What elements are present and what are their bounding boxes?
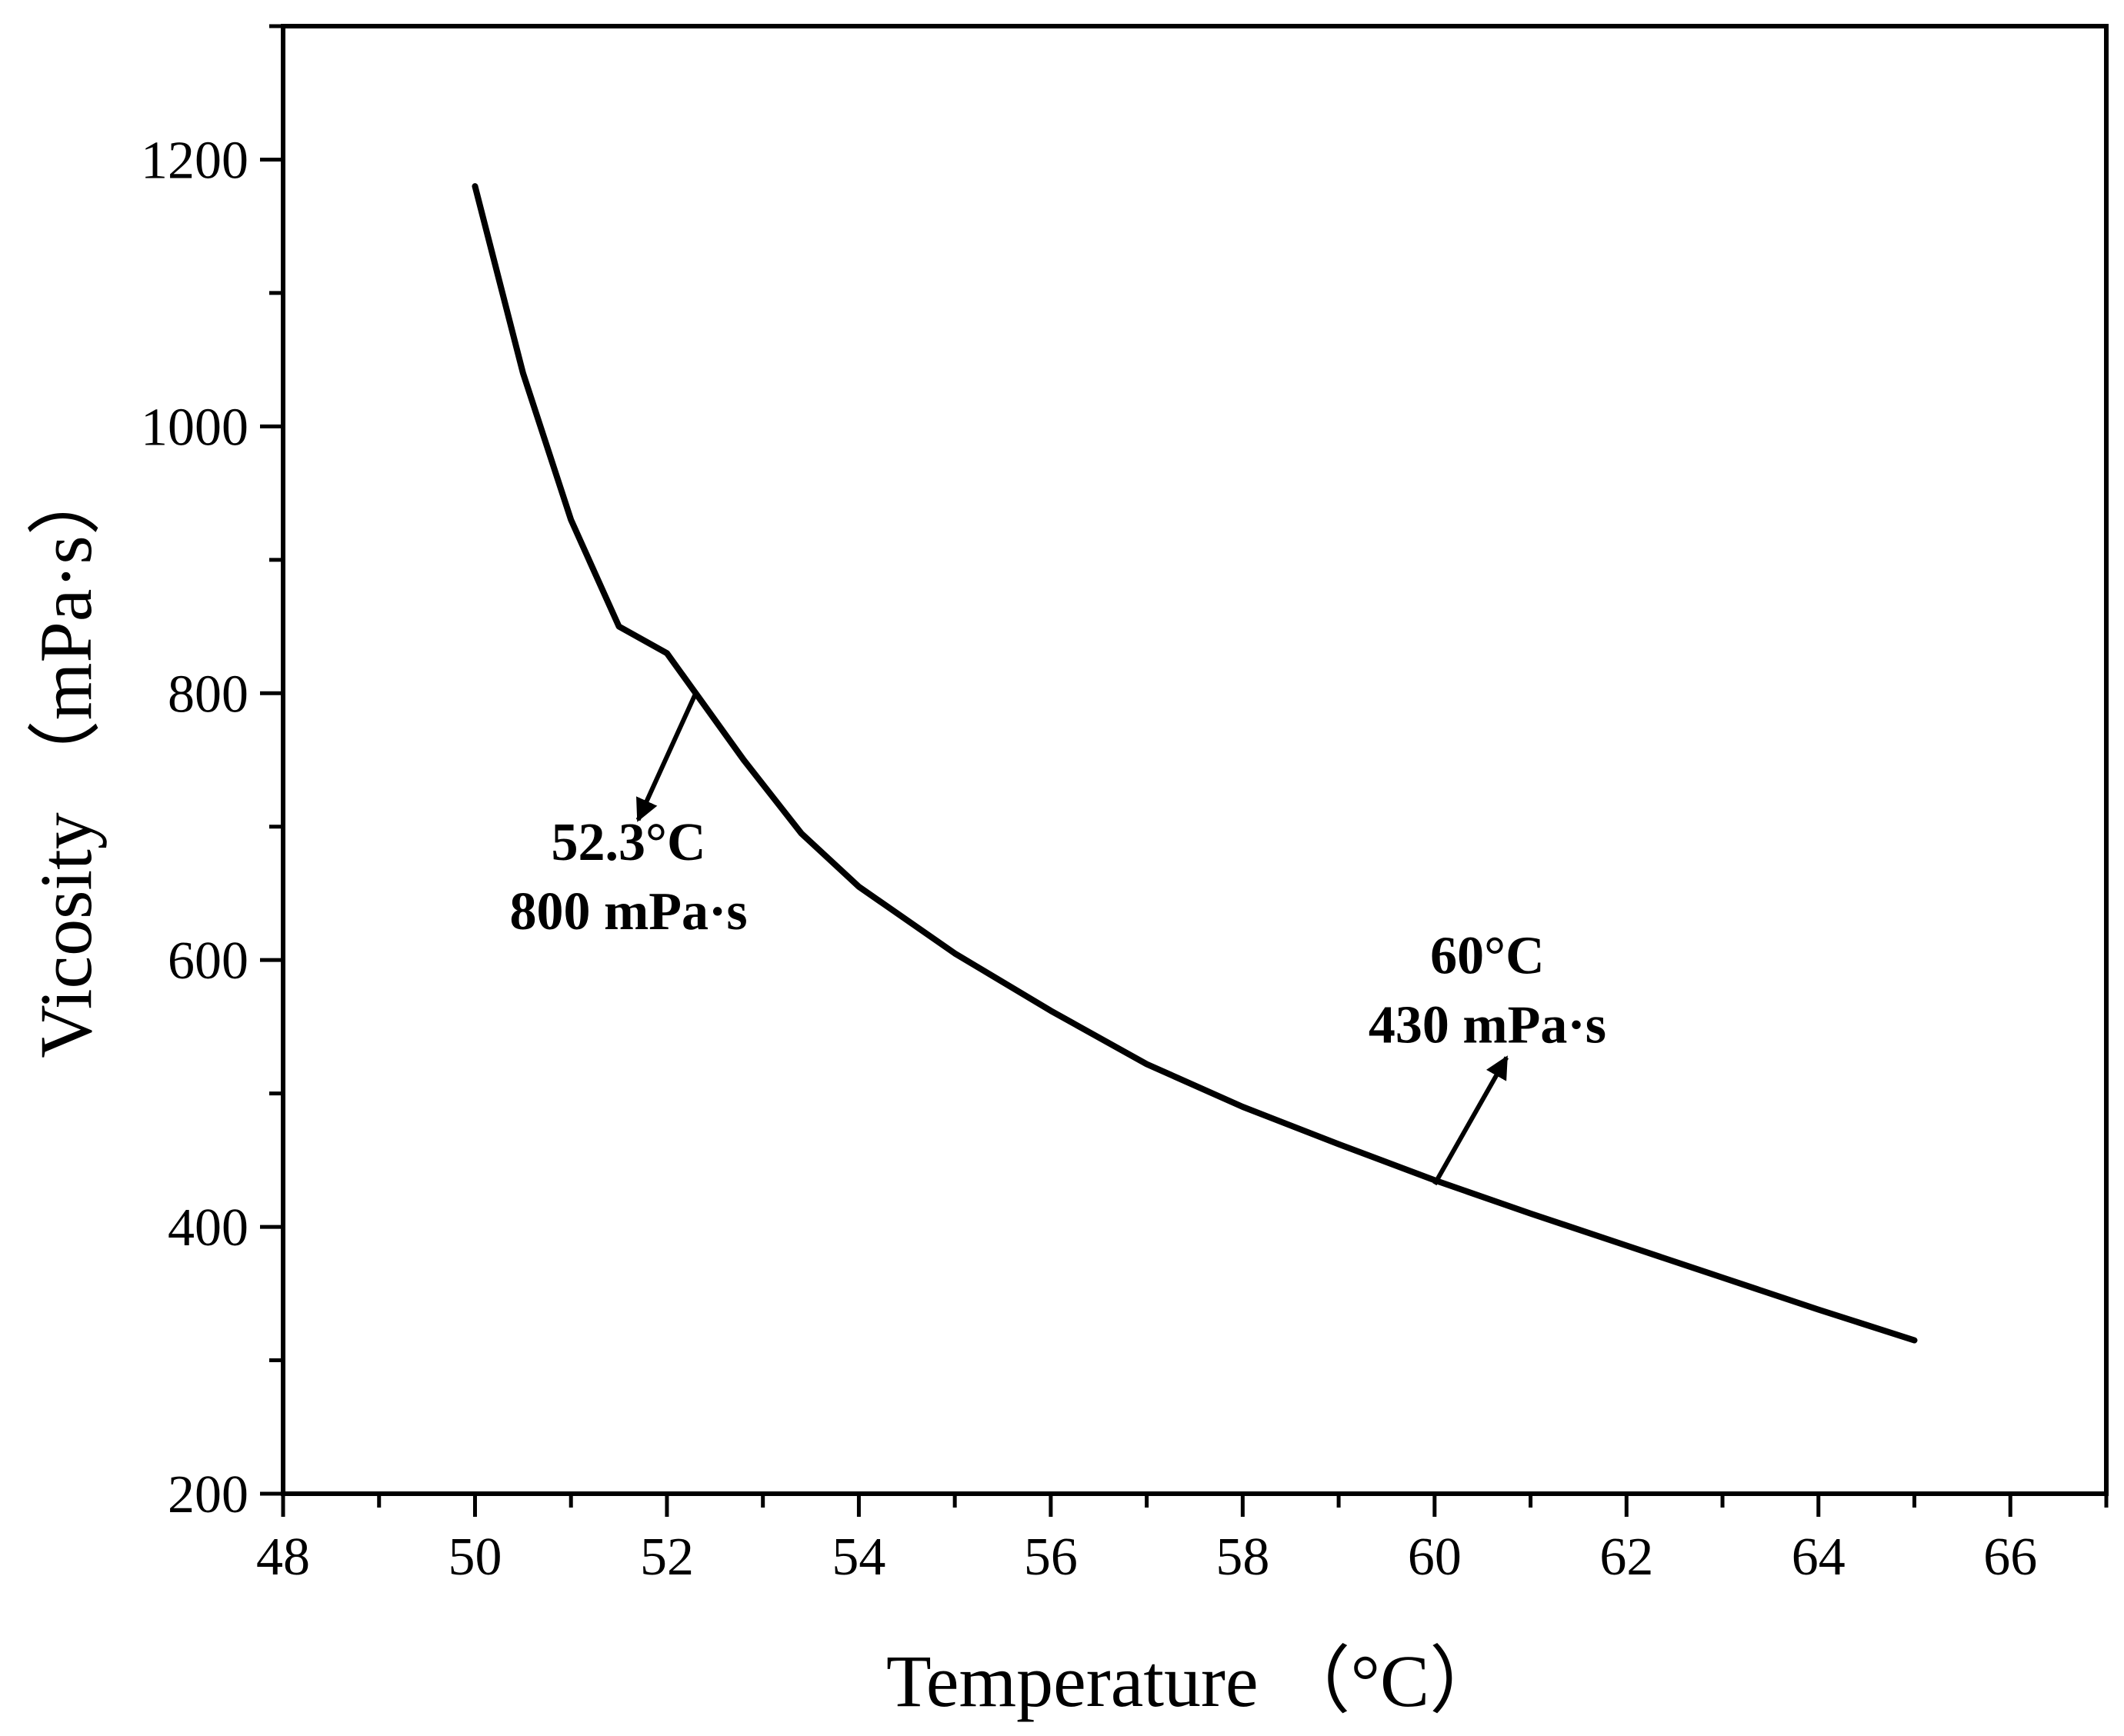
x-tick-label: 62 [1599, 1528, 1653, 1587]
x-tick-label: 50 [448, 1528, 502, 1587]
annotation-label: 60°C [1430, 927, 1545, 986]
x-tick-label: 56 [1024, 1528, 1078, 1587]
x-tick-label: 48 [256, 1528, 310, 1587]
x-axis: 48 50 52 54 56 58 60 62 64 66 [256, 1494, 2109, 1587]
x-tick-label: 60 [1408, 1528, 1462, 1587]
y-tick-label: 600 [168, 931, 248, 991]
annotation-label: 430 mPa·s [1369, 996, 1606, 1055]
y-axis-title: Vicosity （mPa·s） [25, 461, 107, 1058]
plot-frame [281, 24, 2109, 1496]
x-tick-label: 54 [832, 1528, 885, 1587]
x-tick-label: 52 [640, 1528, 694, 1587]
y-tick-label: 400 [168, 1198, 248, 1258]
x-tick-label: 58 [1215, 1528, 1269, 1587]
y-tick-label: 800 [168, 665, 248, 724]
series-layer [472, 183, 1918, 1344]
x-axis-title: Temperature （°C） [886, 1640, 1503, 1722]
annotation-arrow [635, 692, 699, 822]
annotation-arrow [1432, 1055, 1509, 1186]
annotation-label: 52.3°C [552, 813, 706, 872]
y-tick-label: 1000 [141, 398, 248, 457]
y-tick-label: 1200 [141, 131, 248, 190]
viscosity-curve [472, 183, 1918, 1344]
y-tick-label: 200 [168, 1465, 248, 1524]
x-tick-label: 64 [1792, 1528, 1846, 1587]
x-tick-label: 66 [1983, 1528, 2037, 1587]
annotation-label: 800 mPa·s [509, 882, 747, 941]
y-axis: 200 400 600 800 1000 1200 [141, 24, 283, 1524]
annotations: 52.3°C 800 mPa·s 60°C 430 mPa·s [509, 692, 1606, 1186]
